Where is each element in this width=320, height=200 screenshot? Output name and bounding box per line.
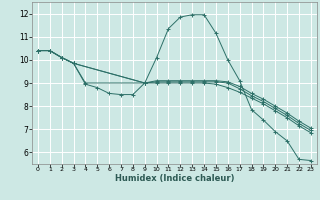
- X-axis label: Humidex (Indice chaleur): Humidex (Indice chaleur): [115, 174, 234, 183]
